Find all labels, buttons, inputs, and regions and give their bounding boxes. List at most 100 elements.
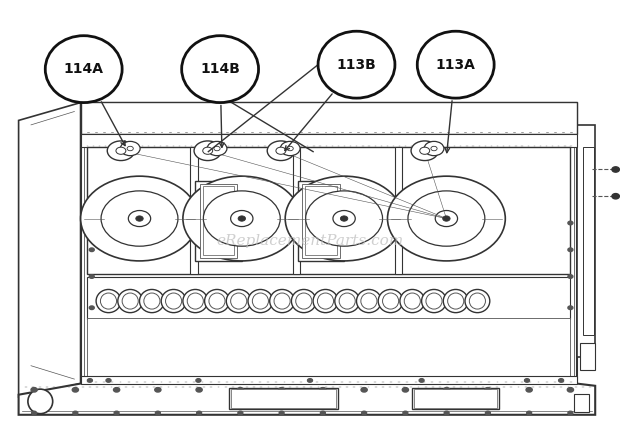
Ellipse shape [465, 289, 490, 313]
Circle shape [279, 411, 284, 415]
Circle shape [306, 191, 383, 246]
Ellipse shape [161, 289, 186, 313]
Circle shape [106, 379, 111, 382]
Circle shape [526, 411, 531, 415]
Circle shape [568, 411, 573, 415]
Ellipse shape [140, 289, 164, 313]
Ellipse shape [28, 389, 53, 414]
Circle shape [87, 379, 92, 382]
Circle shape [81, 176, 198, 261]
Bar [583, 147, 594, 334]
Circle shape [443, 216, 450, 221]
Ellipse shape [205, 289, 229, 313]
Bar [395, 147, 402, 274]
Ellipse shape [448, 293, 464, 309]
Circle shape [113, 388, 120, 392]
Circle shape [280, 141, 300, 156]
Circle shape [196, 379, 201, 382]
Circle shape [120, 141, 140, 156]
Circle shape [420, 147, 430, 154]
Circle shape [89, 275, 94, 278]
Ellipse shape [378, 289, 403, 313]
Bar [81, 134, 577, 147]
Circle shape [568, 248, 573, 252]
Ellipse shape [339, 293, 355, 309]
Ellipse shape [96, 289, 121, 313]
Bar [293, 147, 300, 274]
Circle shape [155, 388, 161, 392]
Ellipse shape [248, 289, 273, 313]
Ellipse shape [183, 289, 208, 313]
Circle shape [321, 411, 326, 415]
Circle shape [431, 146, 437, 151]
Circle shape [237, 388, 244, 392]
Bar [229, 388, 338, 409]
Circle shape [388, 176, 505, 261]
Circle shape [203, 191, 280, 246]
Bar [87, 277, 570, 319]
Circle shape [568, 221, 573, 225]
Text: 113A: 113A [436, 58, 476, 72]
Circle shape [238, 411, 243, 415]
Ellipse shape [443, 289, 468, 313]
Ellipse shape [383, 293, 399, 309]
Circle shape [402, 388, 409, 392]
Circle shape [196, 388, 202, 392]
Circle shape [231, 211, 253, 227]
Ellipse shape [274, 293, 290, 309]
Circle shape [340, 216, 348, 221]
Circle shape [526, 388, 532, 392]
Circle shape [116, 147, 126, 154]
Circle shape [568, 275, 573, 278]
Ellipse shape [422, 289, 446, 313]
Bar [577, 125, 595, 357]
Ellipse shape [318, 31, 395, 98]
Circle shape [203, 147, 213, 154]
Ellipse shape [226, 289, 251, 313]
Ellipse shape [317, 293, 334, 309]
Text: 113B: 113B [337, 58, 376, 72]
Circle shape [320, 388, 326, 392]
Circle shape [183, 176, 301, 261]
Ellipse shape [291, 289, 316, 313]
Polygon shape [19, 103, 81, 397]
Circle shape [276, 147, 286, 154]
Circle shape [525, 379, 529, 382]
Circle shape [107, 141, 135, 161]
Bar [81, 103, 577, 384]
Ellipse shape [361, 293, 377, 309]
Ellipse shape [45, 36, 122, 103]
Circle shape [333, 211, 355, 227]
Ellipse shape [426, 293, 442, 309]
Ellipse shape [270, 289, 294, 313]
Text: 114A: 114A [64, 62, 104, 76]
Circle shape [197, 411, 202, 415]
Circle shape [612, 167, 619, 172]
Bar [195, 181, 242, 261]
Ellipse shape [404, 293, 420, 309]
Circle shape [32, 411, 37, 415]
Circle shape [73, 388, 79, 392]
Circle shape [101, 191, 178, 246]
Circle shape [238, 216, 246, 221]
Circle shape [567, 388, 574, 392]
Circle shape [361, 388, 367, 392]
Circle shape [403, 411, 408, 415]
Bar [87, 147, 570, 274]
Circle shape [128, 211, 151, 227]
Circle shape [73, 411, 78, 415]
Circle shape [89, 248, 94, 252]
Ellipse shape [182, 36, 259, 103]
Ellipse shape [252, 293, 268, 309]
Bar [298, 181, 344, 261]
Bar [231, 389, 336, 408]
Circle shape [444, 411, 449, 415]
Ellipse shape [356, 289, 381, 313]
Bar [302, 184, 340, 258]
Circle shape [612, 194, 619, 199]
Circle shape [89, 221, 94, 225]
Bar [81, 376, 577, 384]
Bar [414, 389, 497, 408]
Ellipse shape [122, 293, 138, 309]
Ellipse shape [100, 293, 117, 309]
